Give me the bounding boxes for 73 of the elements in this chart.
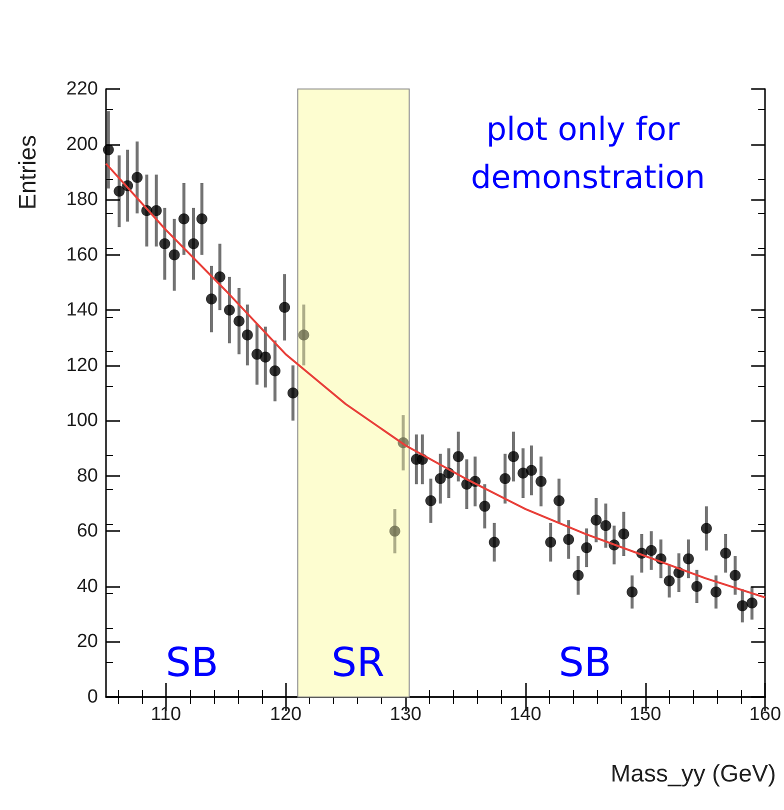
point	[554, 495, 565, 506]
point	[242, 329, 253, 340]
y-tick-label: 220	[66, 78, 98, 100]
point	[536, 476, 547, 487]
point	[132, 172, 143, 183]
point	[196, 213, 208, 224]
point	[572, 570, 584, 581]
x-tick-label: 130	[390, 704, 422, 725]
point	[434, 473, 446, 484]
x-tick-label: 140	[510, 704, 542, 725]
point	[287, 388, 298, 398]
point	[600, 520, 612, 532]
point	[269, 365, 280, 376]
point	[224, 304, 235, 316]
point	[234, 316, 245, 327]
point	[736, 600, 748, 612]
y-tick-label: 120	[66, 354, 98, 376]
y-tick-label: 180	[66, 189, 98, 210]
point	[150, 205, 162, 216]
point	[298, 329, 310, 340]
y-tick-label: 100	[66, 410, 98, 432]
point	[214, 271, 226, 282]
point	[279, 302, 290, 313]
x-tick-label: 160	[749, 704, 781, 725]
annotation: SR	[331, 640, 385, 686]
point	[479, 500, 490, 512]
annotation: SB	[166, 640, 218, 686]
y-tick-label: 60	[76, 520, 98, 542]
y-tick-label: 160	[66, 244, 98, 266]
y-tick-label: 20	[76, 631, 98, 652]
y-axis-title: Entries	[14, 134, 42, 210]
point	[581, 542, 592, 554]
point	[178, 213, 190, 224]
point	[188, 238, 199, 250]
point	[260, 352, 271, 363]
y-tick-label: 140	[66, 300, 98, 321]
point	[102, 144, 114, 156]
point	[682, 553, 694, 564]
point	[710, 586, 722, 598]
point	[563, 534, 574, 545]
line-series	[105, 162, 766, 599]
point	[545, 536, 556, 548]
point	[114, 186, 125, 197]
y-tick-label: 40	[76, 576, 98, 597]
point	[425, 495, 436, 506]
point	[618, 528, 630, 540]
point	[389, 526, 400, 537]
y-tick-label: 200	[66, 134, 98, 155]
x-axis-title: Mass_yy (GeV)	[610, 760, 776, 788]
point	[500, 473, 511, 484]
point	[508, 451, 519, 462]
point	[691, 580, 702, 592]
point	[626, 586, 638, 598]
annotation: plot only for demonstration	[470, 110, 706, 196]
x-tick-label: 120	[270, 704, 302, 725]
x-tick-label: 150	[629, 704, 662, 725]
point	[700, 522, 712, 534]
point	[206, 294, 217, 305]
point	[452, 451, 464, 462]
point	[664, 575, 675, 586]
point	[746, 598, 758, 609]
point	[590, 514, 602, 526]
y-tick-label: 80	[76, 465, 98, 486]
y-tick-label: 0	[87, 686, 98, 708]
point	[720, 548, 732, 559]
annotation: SB	[558, 640, 612, 686]
point	[488, 536, 500, 548]
point	[168, 249, 180, 260]
point	[159, 238, 170, 250]
point	[526, 464, 537, 476]
point	[646, 545, 657, 556]
point	[730, 570, 741, 581]
x-tick-label: 110	[150, 704, 182, 725]
